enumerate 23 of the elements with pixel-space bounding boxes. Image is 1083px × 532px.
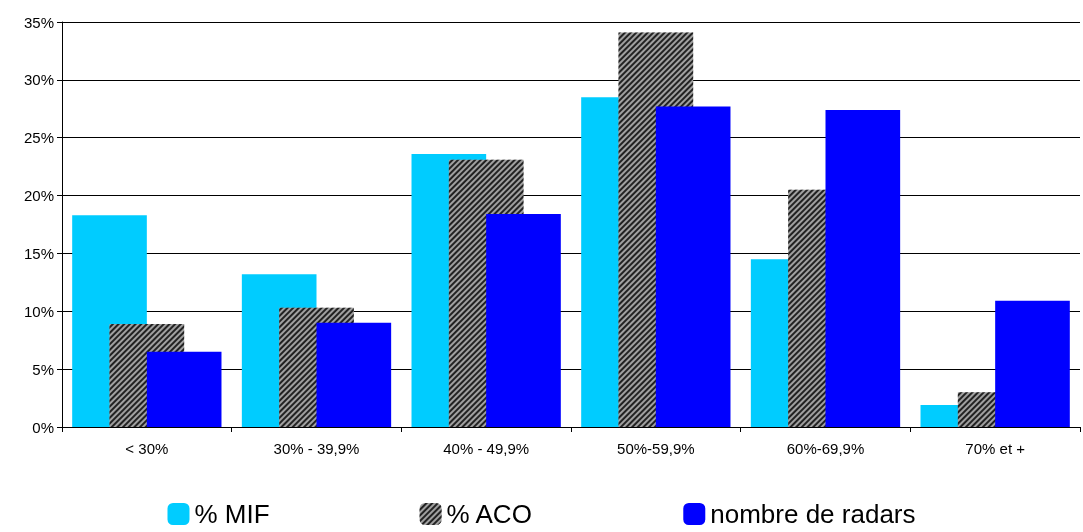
bar bbox=[486, 214, 561, 427]
x-tick-label: 30% - 39,9% bbox=[273, 440, 360, 457]
y-tick-label: 30% bbox=[23, 71, 54, 89]
y-tick-label: 25% bbox=[23, 129, 54, 147]
legend-label: nombre de radars bbox=[710, 499, 916, 529]
y-tick-label: 5% bbox=[32, 360, 54, 378]
legend-label: % ACO bbox=[446, 499, 532, 529]
bar bbox=[316, 322, 392, 427]
x-tick-label: 60%-69,9% bbox=[786, 440, 865, 457]
x-tick-label: 70% et + bbox=[965, 440, 1026, 457]
bar bbox=[995, 300, 1070, 427]
y-tick-label: 35% bbox=[23, 13, 54, 31]
y-tick-label: 0% bbox=[32, 418, 54, 436]
x-tick-label: < 30% bbox=[125, 440, 169, 457]
x-tick-label: 40% - 49,9% bbox=[443, 440, 530, 457]
y-tick-label: 15% bbox=[23, 244, 54, 262]
bar bbox=[146, 351, 222, 427]
bar bbox=[825, 109, 901, 427]
x-tick-label: 50%-59,9% bbox=[617, 440, 695, 457]
legend-label: % MIF bbox=[194, 499, 270, 529]
bar bbox=[655, 106, 731, 427]
y-tick-label: 10% bbox=[23, 302, 54, 320]
y-tick-label: 20% bbox=[23, 187, 54, 205]
